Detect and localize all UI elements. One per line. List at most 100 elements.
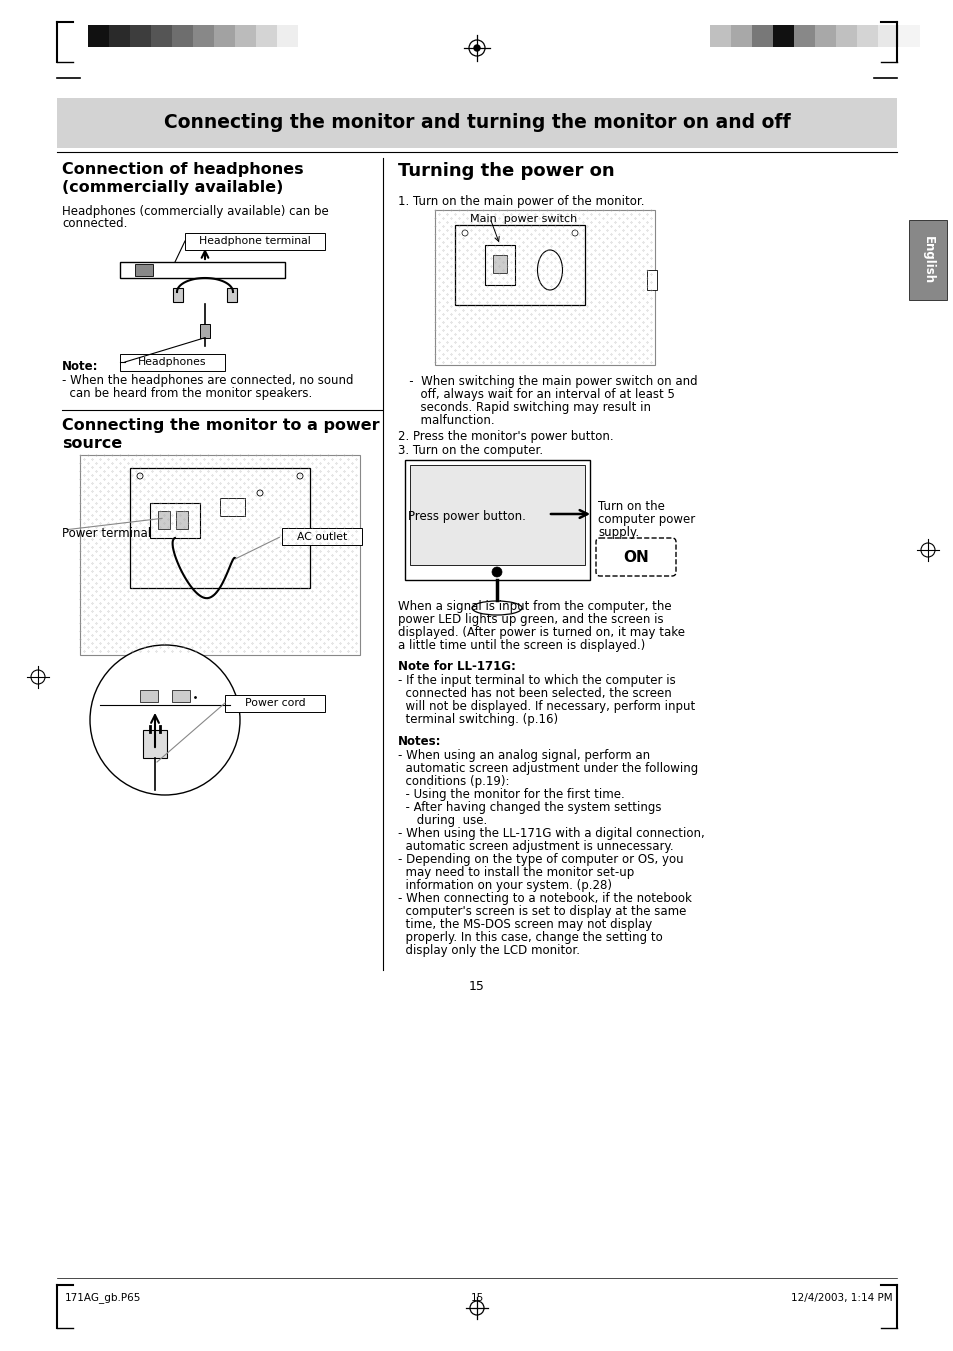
Text: time, the MS-DOS screen may not display: time, the MS-DOS screen may not display [397,917,652,931]
Text: computer power: computer power [598,513,695,526]
Bar [172,690,190,703]
Text: Turn on the: Turn on the [598,500,664,513]
Bar [898,26,919,47]
Text: English: English [921,236,934,284]
Text: displayed. (After power is turned on, it may take: displayed. (After power is turned on, it… [397,626,684,639]
Bar [57,99,896,149]
Bar [158,511,170,530]
Bar [282,528,361,544]
Bar [185,232,325,250]
Text: Headphones (commercially available) can be: Headphones (commercially available) can … [62,205,329,218]
Text: malfunction.: malfunction. [397,413,494,427]
Text: Headphone terminal: Headphone terminal [199,236,311,246]
Bar [751,26,772,47]
Text: When a signal is input from the computer, the: When a signal is input from the computer… [397,600,671,613]
Text: 15: 15 [470,1293,483,1302]
Text: during  use.: during use. [397,815,487,827]
Text: - After having changed the system settings: - After having changed the system settin… [397,801,660,815]
Bar [835,26,856,47]
Bar [793,26,814,47]
Bar [135,263,152,276]
Text: information on your system. (p.28): information on your system. (p.28) [397,880,612,892]
Bar [172,26,193,47]
Text: Main  power switch: Main power switch [470,213,577,224]
Text: terminal switching. (p.16): terminal switching. (p.16) [397,713,558,725]
Text: may need to install the monitor set-up: may need to install the monitor set-up [397,866,634,880]
Text: display only the LCD monitor.: display only the LCD monitor. [397,944,579,957]
Text: Notes:: Notes: [397,735,441,748]
Text: computer's screen is set to display at the same: computer's screen is set to display at t… [397,905,685,917]
Circle shape [492,567,501,577]
Bar [227,288,236,303]
Text: - When using the LL-171G with a digital connection,: - When using the LL-171G with a digital … [397,827,704,840]
Text: - When the headphones are connected, no sound: - When the headphones are connected, no … [62,374,354,386]
Text: 1. Turn on the main power of the monitor.: 1. Turn on the main power of the monitor… [397,195,644,208]
Bar [435,209,655,365]
Text: Note for LL-171G:: Note for LL-171G: [397,661,516,673]
Text: source: source [62,436,122,451]
Text: 3. Turn on the computer.: 3. Turn on the computer. [397,444,542,457]
Text: 171AG_gb.P65: 171AG_gb.P65 [65,1293,141,1304]
Text: Power terminal: Power terminal [62,527,151,540]
Bar [276,26,297,47]
Text: Headphones: Headphones [137,357,206,367]
Bar [143,730,167,758]
Text: automatic screen adjustment under the following: automatic screen adjustment under the fo… [397,762,698,775]
Bar [225,694,325,712]
Bar [120,354,225,372]
Text: a little time until the screen is displayed.): a little time until the screen is displa… [397,639,644,653]
Text: seconds. Rapid switching may result in: seconds. Rapid switching may result in [397,401,650,413]
Text: properly. In this case, change the setting to: properly. In this case, change the setti… [397,931,662,944]
Bar [856,26,877,47]
Text: - When using an analog signal, perform an: - When using an analog signal, perform a… [397,748,649,762]
Bar [772,26,793,47]
Bar [175,511,188,530]
Bar [150,503,200,538]
Bar [493,255,506,273]
Text: can be heard from the monitor speakers.: can be heard from the monitor speakers. [62,386,312,400]
Text: will not be displayed. If necessary, perform input: will not be displayed. If necessary, per… [397,700,695,713]
Text: Connection of headphones: Connection of headphones [62,162,303,177]
Bar [908,220,946,300]
Bar [410,465,584,565]
Text: AC outlet: AC outlet [296,531,347,542]
Bar [200,324,210,338]
Circle shape [474,45,479,51]
Bar [484,245,515,285]
Bar [234,26,255,47]
Text: Connecting the monitor and turning the monitor on and off: Connecting the monitor and turning the m… [164,113,789,132]
Bar [88,26,109,47]
Text: Power cord: Power cord [244,698,305,708]
Text: 2. Press the monitor's power button.: 2. Press the monitor's power button. [397,430,613,443]
Text: - Using the monitor for the first time.: - Using the monitor for the first time. [397,788,624,801]
Bar [877,26,898,47]
Text: ON: ON [622,550,648,565]
Bar [220,499,245,516]
Text: Note:: Note: [62,359,98,373]
Text: power LED lights up green, and the screen is: power LED lights up green, and the scree… [397,613,663,626]
Text: Connecting the monitor to a power: Connecting the monitor to a power [62,417,379,434]
Ellipse shape [472,601,521,615]
Bar [120,262,285,278]
Text: - If the input terminal to which the computer is: - If the input terminal to which the com… [397,674,675,688]
Text: -  When switching the main power switch on and: - When switching the main power switch o… [397,376,697,388]
Bar [151,26,172,47]
Text: - When connecting to a notebook, if the notebook: - When connecting to a notebook, if the … [397,892,691,905]
Bar [730,26,751,47]
Bar [709,26,730,47]
Text: 15: 15 [469,979,484,993]
Bar [405,459,589,580]
Text: Turning the power on: Turning the power on [397,162,614,180]
Bar [172,288,183,303]
Circle shape [90,644,240,794]
Bar [213,26,234,47]
Bar [140,690,158,703]
Text: supply.: supply. [598,526,639,539]
Text: conditions (p.19):: conditions (p.19): [397,775,509,788]
Text: connected.: connected. [62,218,128,230]
Bar [193,26,213,47]
Bar [80,455,359,655]
Bar [109,26,130,47]
Bar [646,270,657,290]
Bar [814,26,835,47]
